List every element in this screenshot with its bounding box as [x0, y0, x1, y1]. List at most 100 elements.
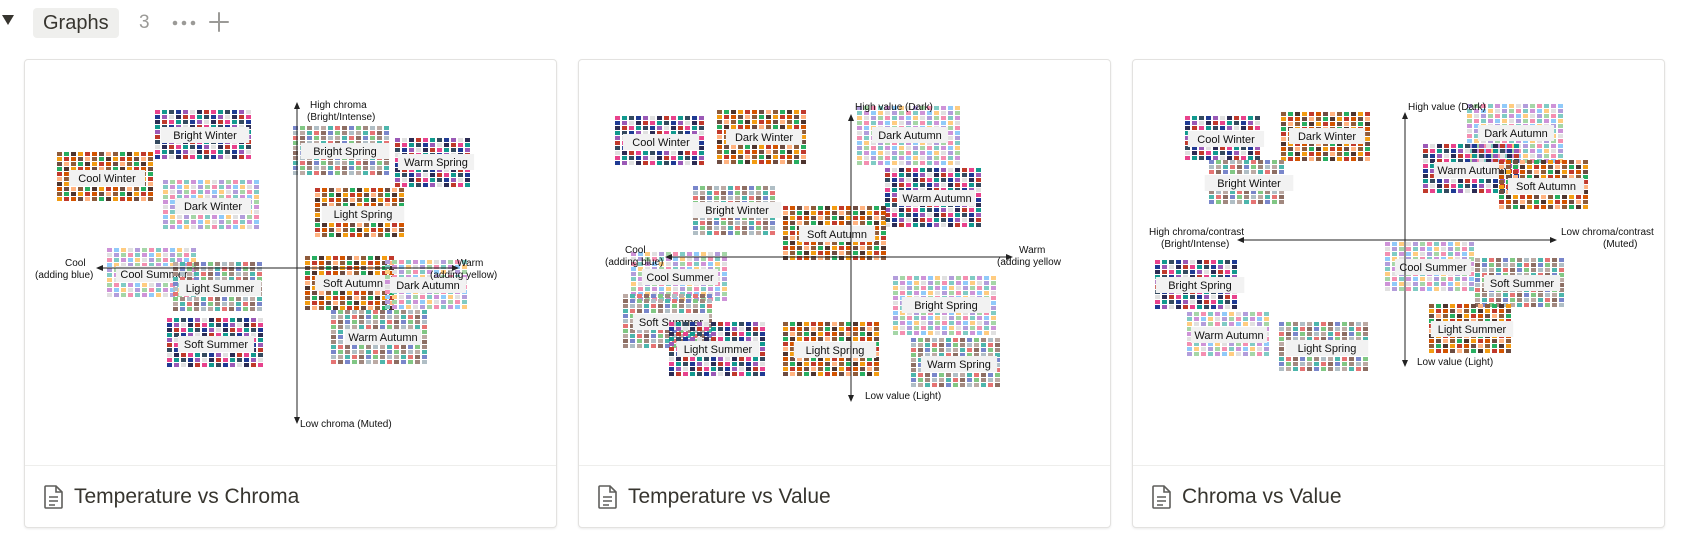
season-palette-tile: Dark Winter: [163, 180, 259, 229]
season-label: Light Summer: [1438, 324, 1507, 336]
collapse-toggle-icon[interactable]: [2, 15, 14, 25]
season-label: Warm Autumn: [902, 193, 971, 205]
card-title: Temperature vs Value: [628, 485, 831, 508]
axis-label-left: High chroma/contrast (Bright/Intense): [1149, 227, 1244, 250]
card-title: Chroma vs Value: [1182, 485, 1342, 508]
card-footer: Temperature vs Chroma: [25, 465, 556, 527]
axis-label-bottom: Low value (Light): [865, 391, 941, 402]
season-palette-tile: Cool Winter: [57, 152, 153, 201]
season-palette-tile: Light Spring: [783, 322, 879, 376]
card-cover-image: Bright Winter Cool Winter Dark Winter Brigh…: [25, 60, 556, 465]
season-label: Light Summer: [186, 283, 255, 295]
axis-label-bottom: Low value (Light): [1417, 357, 1493, 368]
season-label: Bright Winter: [705, 205, 769, 217]
season-palette-tile: Warm Spring: [395, 138, 475, 187]
page-icon: [598, 485, 617, 509]
season-label: Light Summer: [684, 344, 753, 356]
season-label: Warm Spring: [404, 157, 468, 169]
plus-icon[interactable]: [207, 10, 231, 34]
season-palette-tile: Bright Spring: [293, 126, 390, 175]
page-icon: [1152, 485, 1171, 509]
season-palette-tile: Warm Autumn: [885, 168, 981, 227]
season-palette-tile: Cool Summer: [1385, 242, 1474, 291]
axis-label-left: Cool (adding blue): [35, 258, 93, 281]
season-label: Warm Autumn: [1194, 330, 1263, 342]
season-label: Dark Autumn: [396, 280, 460, 292]
season-label: Soft Autumn: [807, 229, 867, 241]
season-label: Bright Spring: [313, 146, 377, 158]
axis-label-top: High value (Dark): [855, 102, 933, 113]
season-palette-tile: Dark Autumn: [857, 106, 960, 165]
season-palette-tile: Bright Winter: [1204, 160, 1294, 204]
season-label: Warm Autumn: [348, 332, 417, 344]
season-palette-tile: Warm Autumn: [1187, 312, 1269, 356]
season-palette-tile: Light Summer: [669, 322, 765, 376]
season-label: Cool Summer: [120, 269, 188, 281]
season-label: Light Spring: [1298, 343, 1357, 355]
gallery-card-temperature-vs-chroma[interactable]: Bright Winter Cool Winter Dark Winter Brigh…: [24, 59, 557, 528]
season-label: Dark Autumn: [878, 130, 942, 142]
gallery-card-temperature-vs-value[interactable]: Cool Winter Dark Winter Dark Autumn Bright …: [578, 59, 1111, 528]
axis-label-left: Cool (adding blue): [605, 245, 663, 268]
axis-label-right: Low chroma/contrast (Muted): [1561, 227, 1654, 250]
card-footer: Temperature vs Value: [579, 465, 1110, 527]
season-graph: Cool Winter Dark Winter Dark Autumn Bright …: [605, 102, 1062, 402]
season-palette-tile: Light Spring: [315, 188, 405, 237]
more-horizontal-icon[interactable]: [170, 19, 198, 27]
season-label: Soft Summer: [1490, 278, 1555, 290]
season-palette-tile: Soft Autumn: [1499, 160, 1588, 209]
season-palette-tile: Dark Winter: [717, 110, 806, 164]
season-label: Cool Summer: [646, 272, 714, 284]
season-label: Cool Summer: [1399, 262, 1467, 274]
season-palette-tile: Dark Autumn: [385, 260, 467, 309]
axis-label-right: Warm (adding yellow: [997, 245, 1062, 268]
season-label: Bright Spring: [1168, 280, 1232, 292]
axis-label-right: Warm (adding yellow): [430, 258, 497, 281]
page-icon: [44, 485, 63, 509]
season-palette-tile: Dark Winter: [1281, 112, 1370, 161]
season-label: Dark Winter: [1298, 131, 1356, 143]
season-palette-tile: Soft Summer: [167, 318, 263, 367]
season-label: Soft Autumn: [1516, 181, 1576, 193]
axis-label-top: High value (Dark): [1408, 102, 1486, 113]
season-graph: Bright Winter Cool Winter Dark Winter Brigh…: [35, 100, 497, 430]
axis-label-bottom: Low chroma (Muted): [300, 419, 392, 430]
card-cover-image: Cool Winter Dark Winter Dark Autumn Bright …: [579, 60, 1110, 465]
season-label: Bright Winter: [1217, 178, 1281, 190]
season-palette-tile: Bright Spring: [893, 276, 996, 335]
group-title[interactable]: Graphs: [33, 8, 119, 38]
season-label: Soft Summer: [184, 339, 249, 351]
season-label: Soft Autumn: [323, 278, 383, 290]
season-palette-tile: Dark Autumn: [1467, 104, 1563, 163]
axis-label-top: High chroma (Bright/Intense): [307, 100, 375, 123]
group-count: 3: [139, 12, 150, 33]
season-label: Warm Spring: [927, 359, 991, 371]
season-label: Dark Autumn: [1484, 128, 1548, 140]
season-label: Cool Winter: [632, 137, 690, 149]
season-label: Dark Winter: [735, 132, 793, 144]
season-label: Bright Spring: [914, 300, 978, 312]
graph-axes: [96, 102, 459, 424]
season-palette-tile: Soft Autumn: [783, 206, 886, 260]
graph-axes: [665, 114, 1013, 402]
season-palette-tile: Light Spring: [1279, 322, 1369, 371]
season-palette-tile: Bright Winter: [692, 186, 782, 235]
season-graph: Cool Winter Dark Winter Dark Autumn Bright …: [1149, 102, 1654, 371]
season-label: Cool Winter: [78, 173, 136, 185]
season-palette-tile: Light Summer: [173, 262, 262, 311]
season-label: Dark Winter: [184, 201, 242, 213]
season-palette-tile: Warm Autumn: [331, 310, 427, 364]
season-palette-tile: Soft Summer: [1475, 258, 1564, 307]
gallery-card-chroma-vs-value[interactable]: Cool Winter Dark Winter Dark Autumn Bright …: [1132, 59, 1665, 528]
season-label: Cool Winter: [1197, 134, 1255, 146]
season-label: Warm Autumn: [1437, 165, 1506, 177]
graph-axes: [1237, 112, 1557, 367]
season-palette-tile: Cool Winter: [1185, 116, 1265, 160]
season-palette-tile: Soft Autumn: [305, 256, 394, 310]
season-palette-tile: Bright Winter: [155, 110, 251, 159]
season-palette-tile: Bright Spring: [1155, 260, 1245, 309]
group-header: Graphs 3: [0, 6, 300, 40]
card-title: Temperature vs Chroma: [74, 485, 300, 508]
season-palette-tile: Warm Spring: [911, 338, 1000, 387]
season-label: Light Spring: [806, 345, 865, 357]
